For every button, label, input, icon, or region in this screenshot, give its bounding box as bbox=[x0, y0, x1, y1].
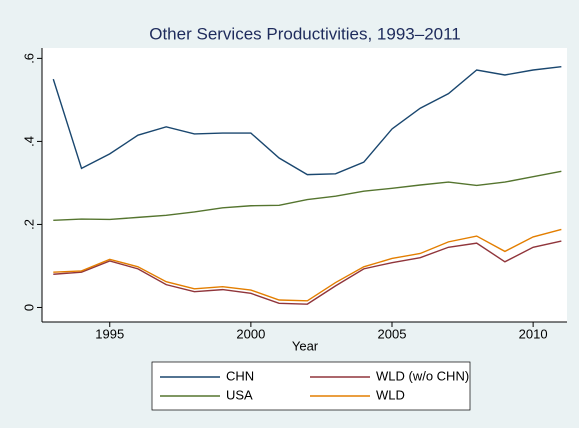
legend bbox=[151, 361, 471, 411]
y-tick-label: .4 bbox=[21, 136, 36, 147]
series-line bbox=[53, 228, 562, 302]
x-axis-label: Year bbox=[292, 338, 319, 353]
chart-title: Other Services Productivities, 1993–2011 bbox=[149, 24, 461, 43]
y-tick-label: .6 bbox=[21, 53, 36, 64]
legend-label: USA bbox=[226, 387, 253, 402]
series-line bbox=[53, 240, 562, 305]
plot-area bbox=[42, 48, 567, 322]
x-tick-label: 1995 bbox=[95, 326, 124, 341]
series-line bbox=[53, 170, 562, 221]
series-line bbox=[52, 65, 562, 176]
y-tick-label: .2 bbox=[21, 219, 36, 230]
x-tick-label: 2000 bbox=[236, 326, 265, 341]
x-tick-label: 2010 bbox=[519, 326, 548, 341]
legend-label: CHN bbox=[226, 368, 254, 383]
legend-label: WLD bbox=[376, 387, 405, 402]
x-tick-label: 2005 bbox=[378, 326, 407, 341]
y-tick-label: 0 bbox=[21, 304, 36, 311]
legend-label: WLD (w/o CHN) bbox=[376, 368, 469, 383]
